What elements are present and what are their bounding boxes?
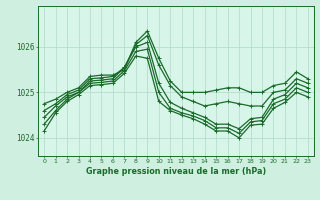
X-axis label: Graphe pression niveau de la mer (hPa): Graphe pression niveau de la mer (hPa) xyxy=(86,167,266,176)
